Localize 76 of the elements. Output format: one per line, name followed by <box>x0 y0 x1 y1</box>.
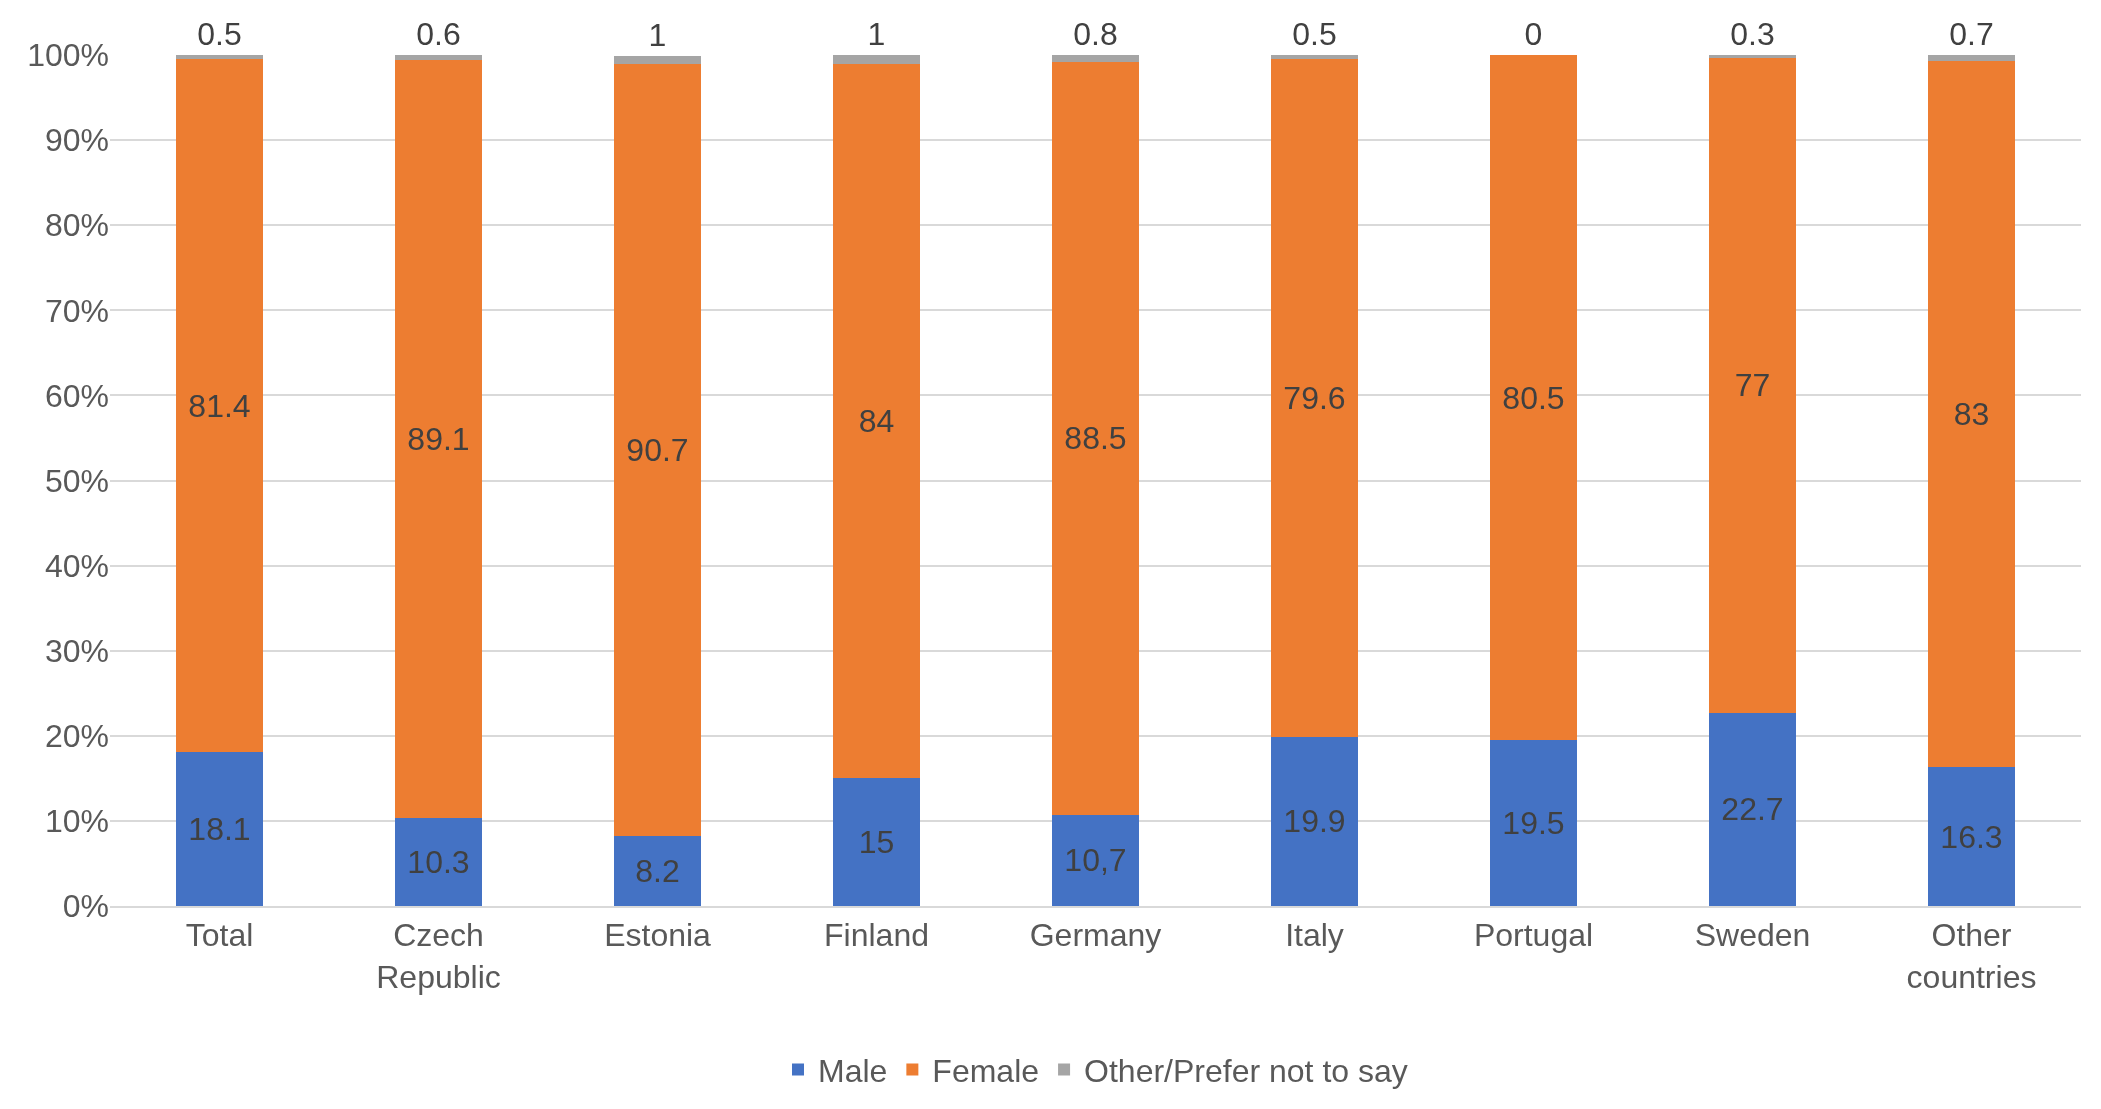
x-tick-label: Portugal <box>1473 917 1594 954</box>
bar <box>613 64 702 837</box>
x-tick-label: Sweden <box>1694 917 1811 954</box>
data-label: 22.7 <box>1721 791 1784 828</box>
bar <box>1270 59 1359 737</box>
data-label: 89.1 <box>407 421 470 458</box>
data-label: 77 <box>1734 367 1771 404</box>
x-tick-label: Germany <box>1029 917 1162 954</box>
y-tick-label: 80% <box>44 207 109 244</box>
bar <box>1051 55 1140 62</box>
data-label: 0.6 <box>416 16 461 52</box>
data-label: 1 <box>648 16 667 53</box>
data-label: 0.8 <box>1073 16 1118 52</box>
bar <box>394 60 483 819</box>
bar <box>1708 55 1797 58</box>
y-tick-label: 40% <box>44 547 109 584</box>
data-label: 18.1 <box>188 810 251 847</box>
x-tick-label: Total <box>185 917 254 954</box>
bar <box>394 818 483 906</box>
y-tick-label: 60% <box>44 377 109 414</box>
bar <box>832 778 921 906</box>
bar <box>1708 712 1797 906</box>
bar <box>1051 61 1140 815</box>
bar <box>394 55 483 61</box>
x-tick-label: Finland <box>824 917 929 954</box>
legend-label: Female <box>932 1052 1040 1089</box>
bar <box>175 751 264 906</box>
y-tick-label: 90% <box>44 122 109 159</box>
legend-label: Other/Prefer not to say <box>1084 1052 1408 1089</box>
bar <box>175 55 264 60</box>
bar <box>1708 57 1797 713</box>
bar <box>1489 740 1578 906</box>
data-label: 84 <box>858 402 895 439</box>
data-label: 0.5 <box>197 16 242 52</box>
x-tick-label: Czech Republic <box>376 917 501 995</box>
y-tick-label: 10% <box>44 803 109 840</box>
data-label: 15 <box>858 824 895 861</box>
x-tick-label: Estonia <box>604 917 712 954</box>
data-label: 16.3 <box>1940 818 2003 855</box>
bar <box>1927 767 2016 906</box>
data-label: 10.3 <box>407 844 470 881</box>
data-label: 88.5 <box>1064 420 1127 457</box>
data-label: 10,7 <box>1064 842 1127 879</box>
y-tick-label: 20% <box>44 718 109 754</box>
x-tick-label: Italy <box>1285 917 1344 954</box>
legend-label: Male <box>818 1052 888 1089</box>
bar <box>832 55 921 64</box>
bar <box>1270 55 1359 60</box>
x-tick-label: Other countries <box>1906 917 2037 995</box>
data-label: 83 <box>1953 396 1990 433</box>
bar <box>1051 814 1140 906</box>
bar <box>1927 60 2016 768</box>
y-tick-label: 30% <box>44 632 109 669</box>
y-tick-label: 100% <box>27 37 109 74</box>
bar <box>175 59 264 752</box>
data-label: 0.7 <box>1949 16 1994 52</box>
data-label: 79.6 <box>1283 379 1346 416</box>
data-label: 19.5 <box>1502 805 1565 842</box>
data-label: 80.5 <box>1502 379 1565 416</box>
bar <box>1489 55 1578 741</box>
data-label: 8.2 <box>635 853 680 890</box>
y-tick-label: 0% <box>62 888 109 925</box>
data-label: 90.7 <box>626 432 689 469</box>
data-label: 81.4 <box>188 387 251 424</box>
data-label: 19.9 <box>1283 803 1346 840</box>
data-label: 1 <box>867 16 886 52</box>
y-tick-label: 50% <box>44 462 109 499</box>
bar <box>832 63 921 779</box>
data-label: 0 <box>1524 16 1543 52</box>
bar <box>613 55 702 65</box>
bar <box>613 836 702 906</box>
bar <box>1927 55 2016 61</box>
data-label: 0.3 <box>1730 16 1775 52</box>
y-tick-label: 70% <box>44 292 109 329</box>
data-label: 0.5 <box>1292 16 1337 52</box>
bar <box>1270 736 1359 906</box>
